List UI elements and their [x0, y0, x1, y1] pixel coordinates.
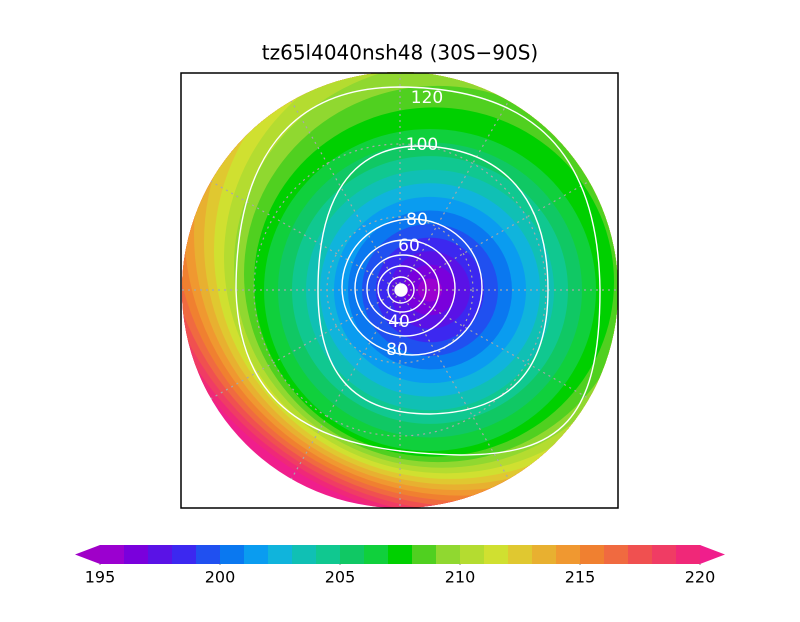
colorbar-box — [412, 545, 437, 564]
map-title: tz65l4040nsh48 (30S−90S) — [262, 41, 538, 65]
colorbar-box — [292, 545, 317, 564]
colorbar-box — [340, 545, 365, 564]
colorbar-tick-label: 205 — [325, 568, 356, 587]
field-band — [418, 278, 442, 302]
contour-labels: 120 100 80 60 40 80 — [386, 88, 443, 360]
colorbar-under — [75, 545, 100, 564]
colorbar-box — [556, 545, 581, 564]
colorbar-box — [508, 545, 533, 564]
colorbar-box — [628, 545, 653, 564]
colorbar-box — [148, 545, 173, 564]
contour-label: 80 — [386, 340, 408, 360]
colorbar-box — [124, 545, 149, 564]
colorbar-over — [700, 545, 725, 564]
map-frame — [180, 72, 619, 509]
contour-label: 100 — [406, 135, 438, 155]
colorbar-box — [652, 545, 677, 564]
colorbar-tick-label: 210 — [445, 568, 476, 587]
colorbar-box — [220, 545, 245, 564]
colorbar-box — [388, 545, 413, 564]
colorbar-box — [532, 545, 557, 564]
colorbar-tick-label: 215 — [565, 568, 596, 587]
colorbar-box — [268, 545, 293, 564]
colorbar-box — [244, 545, 269, 564]
colorbar-box — [436, 545, 461, 564]
colorbar: 195 200 205 210 215 220 — [75, 545, 725, 587]
colorbar-tick-label: 200 — [205, 568, 236, 587]
contour-label: 80 — [406, 210, 428, 230]
colorbar-box — [364, 545, 389, 564]
colorbar-tick-label: 220 — [685, 568, 716, 587]
contour-label: 60 — [398, 236, 420, 256]
colorbar-box — [100, 545, 125, 564]
colorbar-box — [172, 545, 197, 564]
colorbar-box — [460, 545, 485, 564]
contour-label: 120 — [411, 88, 443, 108]
colorbar-box — [316, 545, 341, 564]
colorbar-box — [604, 545, 629, 564]
colorbar-tick-label: 195 — [85, 568, 116, 587]
colorbar-box — [676, 545, 701, 564]
colorbar-box — [580, 545, 605, 564]
temperature-field — [182, 72, 618, 508]
colorbar-box — [196, 545, 221, 564]
contour-label: 40 — [388, 312, 410, 332]
contour-lines — [235, 86, 601, 456]
colorbar-box — [484, 545, 509, 564]
